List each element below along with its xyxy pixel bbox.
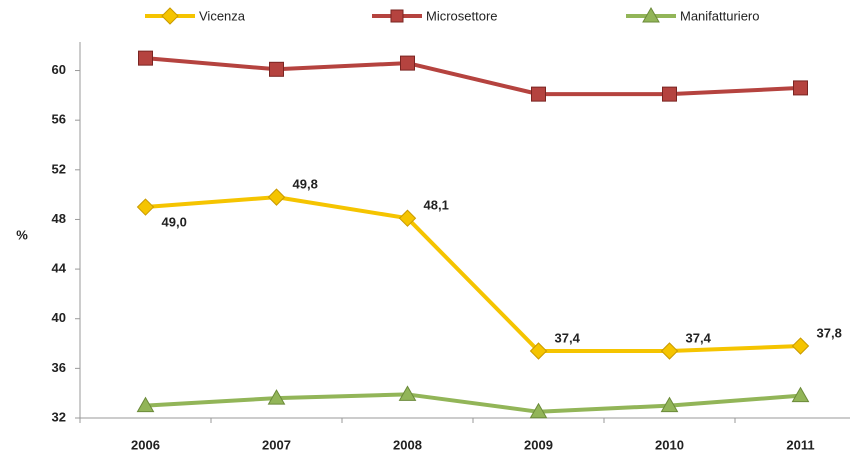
- x-tick-label: 2006: [131, 437, 160, 452]
- y-tick-label: 44: [52, 261, 67, 276]
- marker: [531, 86, 546, 102]
- marker: [529, 342, 548, 360]
- x-tick-label: 2011: [786, 437, 814, 452]
- series-line: [145, 195, 801, 353]
- legend-label: Manifatturiero: [680, 8, 759, 23]
- marker: [390, 9, 404, 23]
- marker: [660, 342, 679, 360]
- data-label: 37,4: [686, 330, 712, 345]
- marker: [398, 385, 417, 401]
- y-tick-label: 60: [52, 62, 66, 77]
- y-tick-label: 52: [52, 161, 66, 176]
- marker: [136, 198, 155, 216]
- marker: [791, 386, 810, 403]
- y-tick-label: 48: [52, 211, 66, 226]
- marker: [529, 402, 548, 419]
- y-tick-label: 32: [52, 409, 66, 424]
- marker: [136, 396, 155, 413]
- data-label: 48,1: [424, 198, 449, 213]
- series-line: [145, 56, 801, 97]
- data-label: 37,4: [555, 330, 581, 345]
- marker: [269, 61, 284, 77]
- marker: [267, 188, 286, 206]
- data-label: 49,0: [162, 214, 187, 229]
- marker: [793, 80, 808, 96]
- x-tick-label: 2007: [262, 437, 291, 452]
- x-tick-label: 2009: [524, 437, 553, 452]
- x-tick-label: 2008: [393, 437, 422, 452]
- marker: [398, 209, 417, 227]
- y-tick-label: 56: [52, 112, 66, 127]
- y-tick-label: 40: [52, 310, 66, 325]
- series-line: [145, 392, 801, 414]
- marker: [161, 7, 179, 25]
- marker: [138, 50, 153, 66]
- legend-label: Microsettore: [426, 8, 498, 23]
- marker: [267, 389, 286, 405]
- data-label: 37,8: [817, 325, 842, 340]
- marker: [400, 55, 415, 71]
- y-axis-label: %: [16, 227, 28, 242]
- x-tick-label: 2010: [655, 437, 684, 452]
- marker: [791, 337, 810, 355]
- marker: [662, 86, 677, 102]
- marker: [642, 6, 660, 23]
- data-label: 49,8: [293, 177, 318, 192]
- marker: [660, 396, 679, 413]
- legend-label: Vicenza: [199, 8, 246, 23]
- y-tick-label: 36: [52, 360, 66, 375]
